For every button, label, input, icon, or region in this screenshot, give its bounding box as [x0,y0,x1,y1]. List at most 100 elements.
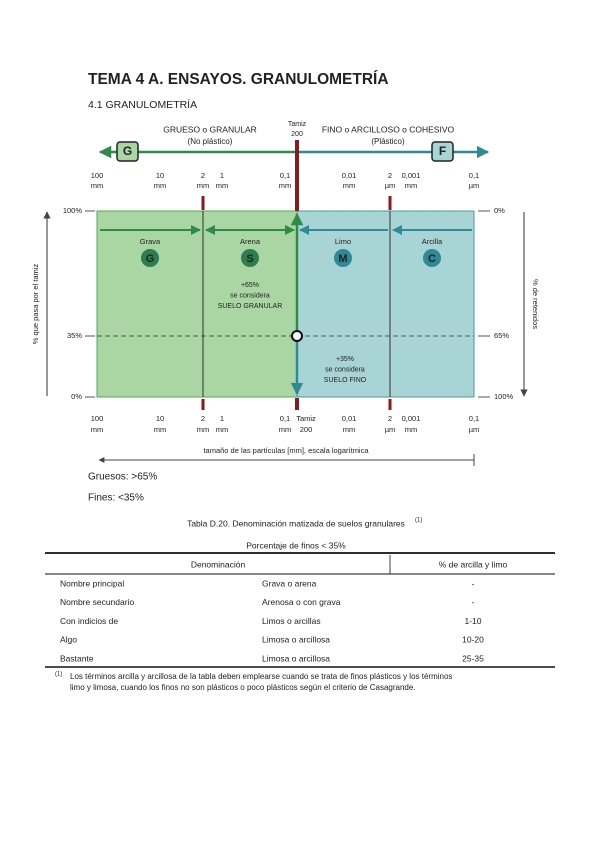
fine-note-text: +35% [336,356,354,363]
zone-badge: C [428,253,436,265]
axis-tick: 100% [494,392,514,401]
scale-value: 10 [156,414,164,423]
scale-value: 0,001 [402,171,421,180]
scale-unit: mm [216,181,229,190]
zone-badge-circle [423,249,441,267]
scale-unit: µm [469,181,480,190]
scale-unit: mm [197,425,210,434]
zone-badge: S [246,253,253,265]
scale-unit: µm [385,425,396,434]
table-cell: - [472,597,475,607]
footnote-text: limo y limosa, cuando los finos no son p… [70,683,416,692]
scale-unit: mm [197,181,210,190]
zone-badge: M [338,253,347,265]
scale-value: 0,1 [280,414,290,423]
scale-value: 0,1 [469,414,479,423]
scale-unit: mm [91,425,104,434]
scale-value: 0,01 [342,171,357,180]
scale-value: 2 [388,171,392,180]
scale-unit: mm [216,425,229,434]
scale-value: 0,001 [402,414,421,423]
coarse-label: GRUESO o GRANULAR [163,124,257,134]
scale-unit: µm [385,181,396,190]
coarse-note-text: +65% [241,282,259,289]
fine-note: (Plástico) [371,137,405,146]
criterion: Gruesos: >65% [88,472,157,483]
coarse-note: (No plástico) [188,137,233,146]
table-cell: 10-20 [462,635,484,645]
table-cell: Bastante [60,653,94,663]
table-cell: Grava o arena [262,578,317,588]
scale-value: 100 [91,171,104,180]
footnote-ref: (1) [55,672,62,678]
axis-tick: 0% [494,206,505,215]
scale-unit: mm [154,181,167,190]
axis-title: % de retenidos [531,279,540,329]
criterion: Fines: <35% [88,493,144,504]
scale-value: 0,1 [280,171,290,180]
table-cell: 1-10 [464,616,481,626]
scale-value: 0,1 [469,171,479,180]
axis-tick: 35% [67,331,82,340]
scale-value: 10 [156,171,164,180]
table-cell: Arenosa o con grava [262,597,341,607]
axis-title: % que pasa por el tamiz [31,264,40,345]
table-caption: Tabla D.20. Denominación matizada de sue… [187,518,405,528]
subtitle: 4.1 GRANULOMETRÍA [88,98,197,111]
scale-unit: mm [343,425,356,434]
scale-unit: mm [154,425,167,434]
table-group: Porcentaje de finos < 35% [246,540,346,550]
table-cell: - [472,578,475,588]
scale-value: 2 [201,171,205,180]
scale-value: 2 [201,414,205,423]
table-cell: Con indicios de [60,616,118,626]
sieve-label: 200 [291,131,303,138]
scale-unit: mm [343,181,356,190]
table-cell: Limosa o arcillosa [262,653,330,663]
scale-value: 2 [388,414,392,423]
zone-name: Arena [240,237,261,246]
table-cell: Nombre secundario [60,597,134,607]
scale-value: 100 [91,414,104,423]
sieve-label: Tamiz [288,121,307,128]
zone-badge-circle [141,249,159,267]
badge: G [123,144,132,158]
fine-label: FINO o ARCILLOSO o COHESIVO [322,124,455,134]
table-cell: Limos o arcillas [262,616,321,626]
fine-note-text: se considera [325,366,365,373]
scale-value: 0,01 [342,414,357,423]
scale-unit: mm [91,181,104,190]
scale-unit: mm [405,181,418,190]
footnote-text: Los términos arcilla y arcillosa de la t… [70,672,452,681]
table-header: % de arcilla y limo [439,559,508,569]
coarse-note-text: se considera [230,292,270,299]
title: TEMA 4 A. ENSAYOS. GRANULOMETRÍA [88,71,389,88]
scale-unit: 200 [300,425,313,434]
axis-tick: 100% [63,206,83,215]
x-axis-title: tamaño de las partículas [mm], escala lo… [203,446,369,455]
table-cell: Algo [60,635,77,645]
axis-tick: 65% [494,331,509,340]
table-header: Denominación [191,559,246,569]
zone-badge-circle [241,249,259,267]
axis-tick: 0% [71,392,82,401]
scale-value: 1 [220,171,224,180]
badge: F [439,144,446,158]
scale-value: Tamiz [296,414,316,423]
table-caption-ref: (1) [415,518,422,524]
fine-note-text: SUELO FINO [324,377,367,384]
zone-badge-circle [334,249,352,267]
zone-name: Grava [140,237,161,246]
table-cell: Limosa o arcillosa [262,635,330,645]
scale-unit: mm [279,425,292,434]
coarse-note-text: SUELO GRANULAR [218,303,283,310]
zone-name: Limo [335,237,351,246]
table-cell: Nombre principal [60,578,124,588]
table-cell: 25-35 [462,653,484,663]
diagram-shapes [43,140,555,668]
scale-unit: µm [469,425,480,434]
scale-unit: mm [279,181,292,190]
zone-name: Arcilla [422,237,443,246]
scale-value: 1 [220,414,224,423]
